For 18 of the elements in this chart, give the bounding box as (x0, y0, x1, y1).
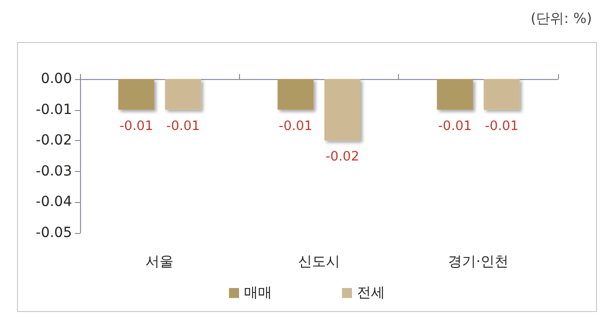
data-label: -0.01 (484, 118, 519, 134)
data-label: -0.01 (119, 118, 154, 134)
x-tick-label: 신도시 (298, 254, 340, 270)
x-tick-label: 경기·인천 (448, 254, 509, 270)
data-label: -0.01 (166, 118, 200, 134)
y-tick-label: -0.04 (36, 194, 72, 210)
y-tick-label: -0.03 (36, 163, 72, 180)
y-tick-label: -0.01 (36, 102, 72, 118)
data-label: -0.02 (326, 150, 360, 165)
legend-label: 전세 (357, 285, 385, 301)
y-tick-label: -0.05 (36, 225, 72, 241)
y-tick-label: 0.00 (40, 71, 72, 87)
legend-label: 매매 (244, 285, 272, 301)
text: (단위: %) (530, 10, 592, 28)
data-label: -0.01 (438, 118, 472, 134)
x-tick-label: 서울 (146, 254, 174, 270)
y-tick-label: -0.02 (36, 132, 72, 149)
data-label: -0.01 (278, 118, 312, 134)
